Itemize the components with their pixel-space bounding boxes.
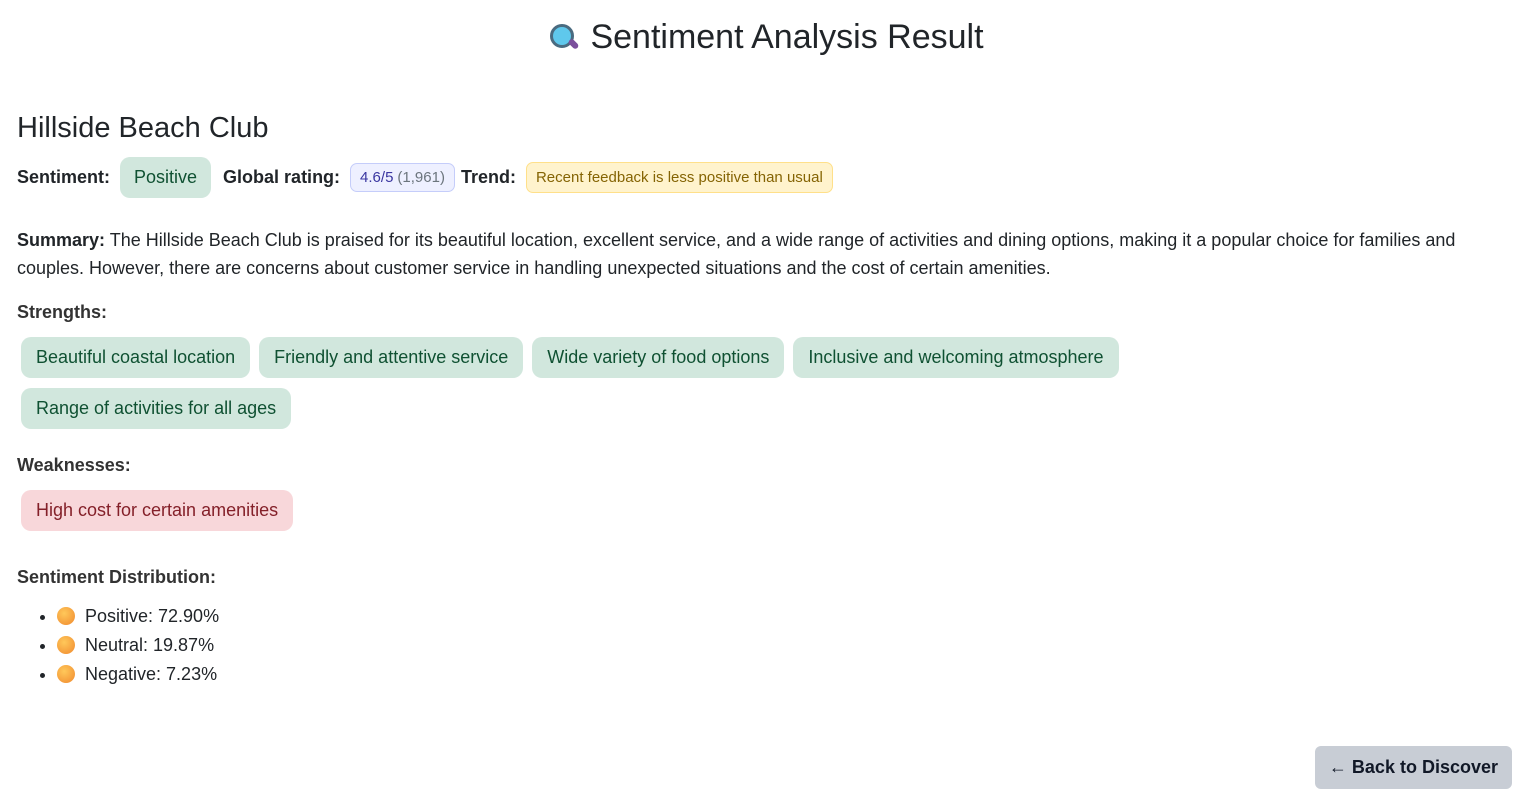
summary-label: Summary: (17, 230, 106, 250)
rating-label: Global rating: (223, 167, 341, 187)
disappointed-face-icon (57, 665, 75, 683)
weaknesses-label: Weaknesses: (17, 455, 131, 475)
summary-text: The Hillside Beach Club is praised for i… (17, 230, 1456, 278)
page-title-text: Sentiment Analysis Result (590, 18, 984, 56)
back-to-discover-button[interactable]: ← Back to Discover (1314, 746, 1512, 789)
strength-tag: Inclusive and welcoming atmosphere (793, 337, 1119, 378)
neutral-face-icon (57, 636, 75, 654)
meta-row: Sentiment: Positive Global rating: 4.6/5… (17, 157, 1517, 198)
list-item: Negative: 7.23% (57, 660, 1517, 689)
hotel-name: Hillside Beach Club (17, 112, 269, 144)
strengths-label: Strengths: (17, 302, 107, 322)
strength-tag: Wide variety of food options (532, 337, 785, 378)
weaknesses-list: High cost for certain amenities (21, 490, 1321, 531)
list-item: Neutral: 19.87% (57, 631, 1517, 660)
result-content: Hillside Beach Club Sentiment: Positive … (17, 112, 1517, 689)
trend-badge: Recent feedback is less positive than us… (525, 162, 833, 193)
trend-label: Trend: (460, 167, 516, 187)
strength-tag: Range of activities for all ages (21, 388, 292, 429)
strength-tag: Beautiful coastal location (21, 337, 251, 378)
strength-tag: Friendly and attentive service (259, 337, 524, 378)
distribution-label: Sentiment Distribution: (17, 567, 216, 587)
sentiment-badge: Positive (120, 157, 212, 198)
list-item: Positive: 72.90% (57, 602, 1517, 631)
page-title: Sentiment Analysis Result (0, 18, 1534, 57)
distribution-text: Negative: 7.23% (85, 664, 218, 684)
distribution-text: Neutral: 19.87% (85, 635, 215, 655)
strengths-list: Beautiful coastal location Friendly and … (21, 337, 1321, 429)
summary: Summary: The Hillside Beach Club is prai… (17, 226, 1517, 282)
rating-count: (1,961) (397, 169, 445, 186)
weakness-tag: High cost for certain amenities (21, 490, 294, 531)
distribution-text: Positive: 72.90% (85, 606, 220, 626)
rating-badge: 4.6/5 (1,961) (350, 163, 455, 192)
magnifying-glass-icon (550, 24, 580, 51)
sentiment-label: Sentiment: (17, 167, 111, 187)
distribution-list: Positive: 72.90% Neutral: 19.87% Negativ… (17, 602, 1517, 689)
rating-value: 4.6/5 (360, 169, 394, 186)
smiling-face-icon (57, 607, 75, 625)
